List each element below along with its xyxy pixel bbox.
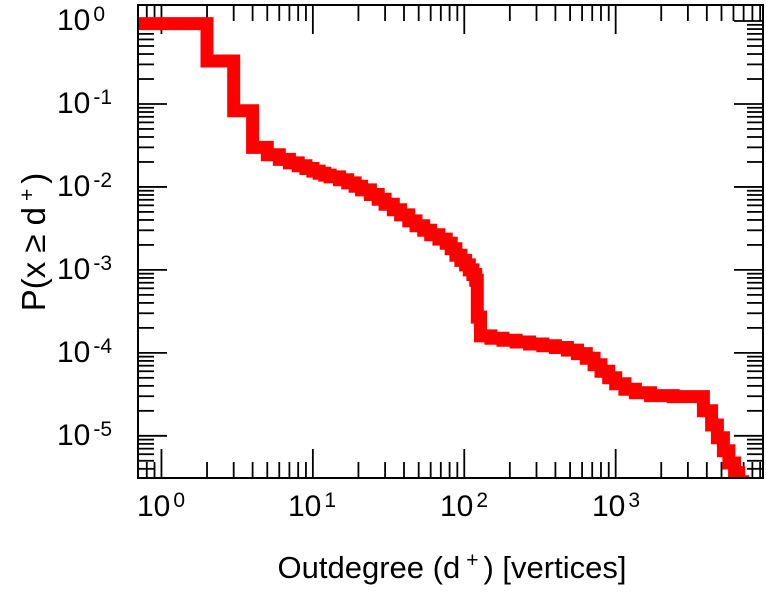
x-tick-base: 10: [136, 490, 171, 523]
y-tick-label-1e-3: 10 -3: [57, 250, 112, 290]
y-tick-base: 10: [57, 336, 91, 369]
x-tick-label-1: 10 0: [137, 487, 185, 527]
x-axis-title: Outdegree (d +) [vertices]: [278, 550, 627, 586]
x-axis-title-superscript: +: [466, 549, 479, 572]
x-tick-exponent: 0: [173, 489, 186, 512]
x-tick-exponent: 2: [476, 489, 489, 512]
x-tick-label-100: 10 2: [440, 487, 488, 527]
y-tick-exponent: -3: [93, 252, 113, 275]
y-tick-base: 10: [57, 4, 91, 37]
y-tick-base: 10: [57, 87, 91, 120]
plot-frame: [137, 4, 764, 479]
y-tick-base: 10: [57, 419, 91, 452]
x-tick-exponent: 3: [628, 489, 641, 512]
y-tick-label-1e-1: 10 -1: [57, 84, 112, 124]
y-tick-base: 10: [57, 253, 91, 286]
x-tick-base: 10: [439, 490, 474, 523]
y-tick-exponent: -2: [93, 169, 113, 192]
x-axis-title-text: ) [vertices]: [483, 550, 627, 585]
x-tick-base: 10: [591, 490, 626, 523]
x-axis-title-text: Outdegree (d: [277, 550, 461, 585]
axis-ticks: [137, 5, 763, 478]
y-axis-title: P(x ≥ d +): [15, 173, 53, 312]
y-tick-exponent: 0: [93, 3, 106, 26]
y-tick-exponent: -4: [93, 335, 113, 358]
y-tick-label-1e0: 10 0: [57, 1, 105, 41]
x-tick-label-1000: 10 3: [592, 487, 640, 527]
y-tick-exponent: -1: [93, 86, 113, 109]
ccdf-step-curve: [139, 17, 750, 477]
y-tick-label-1e-5: 10 -5: [57, 416, 112, 456]
x-tick-label-10: 10 1: [288, 487, 336, 527]
y-tick-label-1e-2: 10 -2: [57, 167, 112, 207]
x-tick-exponent: 1: [324, 489, 337, 512]
y-axis-title-text: P(x ≥ d: [15, 206, 52, 312]
y-axis-title-superscript: +: [16, 188, 39, 201]
y-tick-exponent: -5: [93, 418, 113, 441]
y-tick-base: 10: [57, 170, 91, 203]
y-tick-label-1e-4: 10 -4: [57, 333, 112, 373]
y-axis-title-text: ): [15, 172, 52, 184]
x-tick-base: 10: [287, 490, 322, 523]
